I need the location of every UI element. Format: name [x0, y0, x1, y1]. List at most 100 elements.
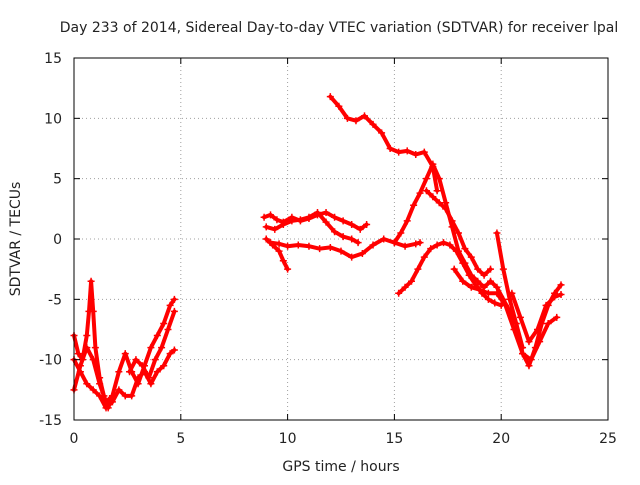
data-point — [343, 114, 351, 122]
x-tick-label: 0 — [70, 431, 79, 447]
data-point — [147, 344, 155, 352]
data-point — [386, 145, 394, 152]
data-point — [433, 241, 441, 249]
data-series — [262, 235, 292, 273]
data-point — [442, 205, 450, 213]
data-point — [91, 344, 99, 352]
data-point — [102, 404, 110, 412]
y-tick-label: 0 — [53, 232, 62, 248]
data-point — [407, 277, 415, 285]
data-point — [427, 245, 435, 253]
data-point — [271, 225, 279, 233]
data-point — [160, 362, 168, 370]
data-point — [326, 243, 334, 251]
data-point — [542, 301, 550, 309]
data-series — [508, 289, 565, 346]
data-point — [296, 216, 304, 224]
data-point — [378, 129, 386, 137]
data-point — [166, 301, 174, 309]
data-series — [450, 265, 561, 364]
data-point — [134, 374, 142, 382]
data-point — [369, 241, 377, 249]
series-trace — [127, 309, 177, 380]
data-point — [429, 193, 437, 201]
data-point — [536, 338, 544, 346]
data-point — [465, 271, 473, 279]
data-point — [147, 380, 155, 388]
data-point — [446, 241, 454, 249]
x-tick-label: 5 — [176, 431, 185, 447]
x-tick-label: 25 — [599, 431, 617, 447]
data-point — [493, 289, 501, 297]
data-point — [461, 245, 469, 253]
data-point — [128, 392, 136, 400]
data-point — [493, 229, 501, 237]
data-point — [108, 398, 116, 406]
data-point — [138, 362, 146, 370]
data-point — [87, 277, 95, 285]
data-series — [395, 239, 505, 309]
data-point — [267, 211, 275, 219]
data-point — [164, 326, 172, 333]
data-point — [326, 93, 334, 101]
data-point — [416, 239, 424, 247]
data-point — [314, 208, 322, 216]
data-point — [352, 117, 360, 125]
data-point — [96, 392, 104, 400]
data-point — [435, 175, 443, 183]
data-point — [74, 350, 82, 358]
data-point — [459, 259, 467, 267]
data-point — [279, 257, 287, 265]
chart-title: Day 233 of 2014, Sidereal Day-to-day VTE… — [60, 20, 618, 36]
data-point — [89, 386, 97, 394]
data-point — [510, 326, 518, 333]
data-series — [70, 346, 178, 412]
data-point — [348, 221, 356, 229]
data-point — [273, 216, 281, 224]
data-point — [305, 213, 313, 221]
data-point — [348, 253, 356, 261]
data-point — [493, 283, 501, 291]
data-point — [403, 147, 411, 155]
data-point — [262, 235, 270, 243]
data-point — [337, 247, 345, 255]
data-point — [487, 265, 495, 273]
data-point — [115, 386, 123, 394]
data-point — [508, 289, 516, 297]
data-point — [121, 392, 129, 400]
data-point — [519, 350, 527, 358]
data-point — [525, 362, 533, 370]
data-point — [348, 235, 356, 243]
y-tick-label: -5 — [48, 292, 62, 308]
data-point — [275, 240, 283, 248]
data-point — [527, 356, 535, 364]
data-point — [474, 265, 482, 273]
data-point — [499, 265, 507, 273]
data-point — [170, 346, 178, 354]
data-point — [267, 239, 275, 247]
data-point — [79, 356, 87, 364]
data-point — [480, 271, 488, 279]
data-point — [401, 283, 409, 291]
x-tick-label: 15 — [385, 431, 403, 447]
data-point — [166, 350, 174, 358]
data-point — [126, 368, 134, 376]
data-point — [170, 295, 178, 303]
data-point — [551, 293, 559, 301]
data-point — [275, 247, 283, 255]
data-point — [132, 356, 140, 364]
data-point — [459, 277, 467, 285]
data-point — [401, 242, 409, 250]
data-point — [467, 253, 475, 261]
data-point — [454, 229, 462, 237]
data-point — [339, 233, 347, 241]
data-point — [442, 199, 450, 207]
tick-layer: 0 5 10 15 20 25 -15 -10 -5 0 5 10 15 — [39, 51, 617, 447]
data-point — [288, 217, 296, 225]
x-axis-label: GPS time / hours — [282, 459, 399, 475]
series-trace — [328, 94, 440, 193]
data-point — [422, 187, 430, 195]
data-point — [433, 187, 441, 195]
